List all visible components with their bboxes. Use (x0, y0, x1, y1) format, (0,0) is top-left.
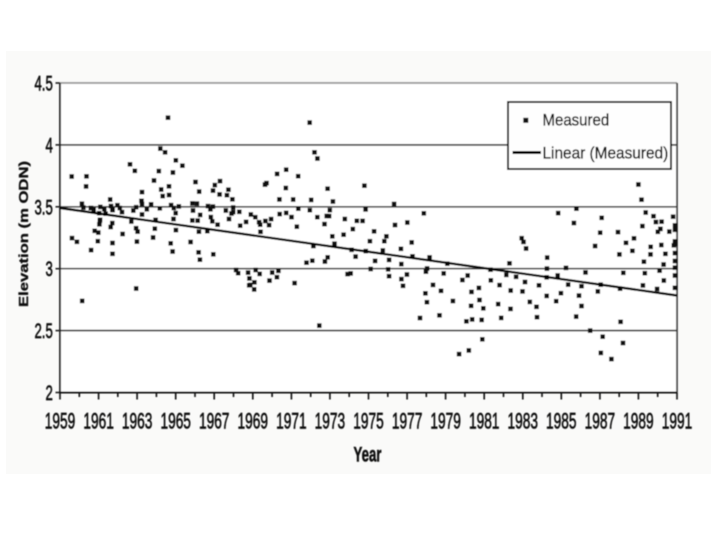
svg-text:Year: Year (354, 442, 382, 466)
svg-text:1985: 1985 (546, 408, 576, 433)
svg-text:3.5: 3.5 (34, 195, 53, 219)
svg-text:1969: 1969 (238, 408, 268, 433)
svg-text:1971: 1971 (276, 408, 306, 433)
svg-text:Linear (Measured): Linear (Measured) (543, 144, 669, 163)
svg-text:1981: 1981 (469, 408, 499, 433)
svg-text:1975: 1975 (353, 408, 383, 433)
svg-text:1979: 1979 (430, 408, 460, 433)
svg-text:1983: 1983 (508, 408, 538, 433)
svg-text:2.5: 2.5 (34, 319, 53, 343)
svg-text:1963: 1963 (122, 408, 152, 433)
svg-text:1973: 1973 (315, 408, 345, 433)
svg-text:1965: 1965 (160, 408, 190, 433)
svg-text:4.5: 4.5 (34, 71, 53, 95)
svg-text:1967: 1967 (199, 408, 229, 433)
svg-text:1987: 1987 (585, 408, 615, 433)
svg-text:4: 4 (45, 133, 52, 157)
svg-text:1959: 1959 (45, 408, 75, 433)
svg-text:2: 2 (45, 381, 52, 405)
svg-text:1961: 1961 (83, 408, 113, 433)
svg-text:Elevation (m ODN): Elevation (m ODN) (16, 161, 31, 307)
svg-text:3: 3 (45, 257, 52, 281)
svg-text:1977: 1977 (392, 408, 422, 433)
svg-text:1991: 1991 (662, 408, 692, 433)
svg-text:Measured: Measured (543, 112, 610, 130)
svg-text:1989: 1989 (623, 408, 653, 433)
